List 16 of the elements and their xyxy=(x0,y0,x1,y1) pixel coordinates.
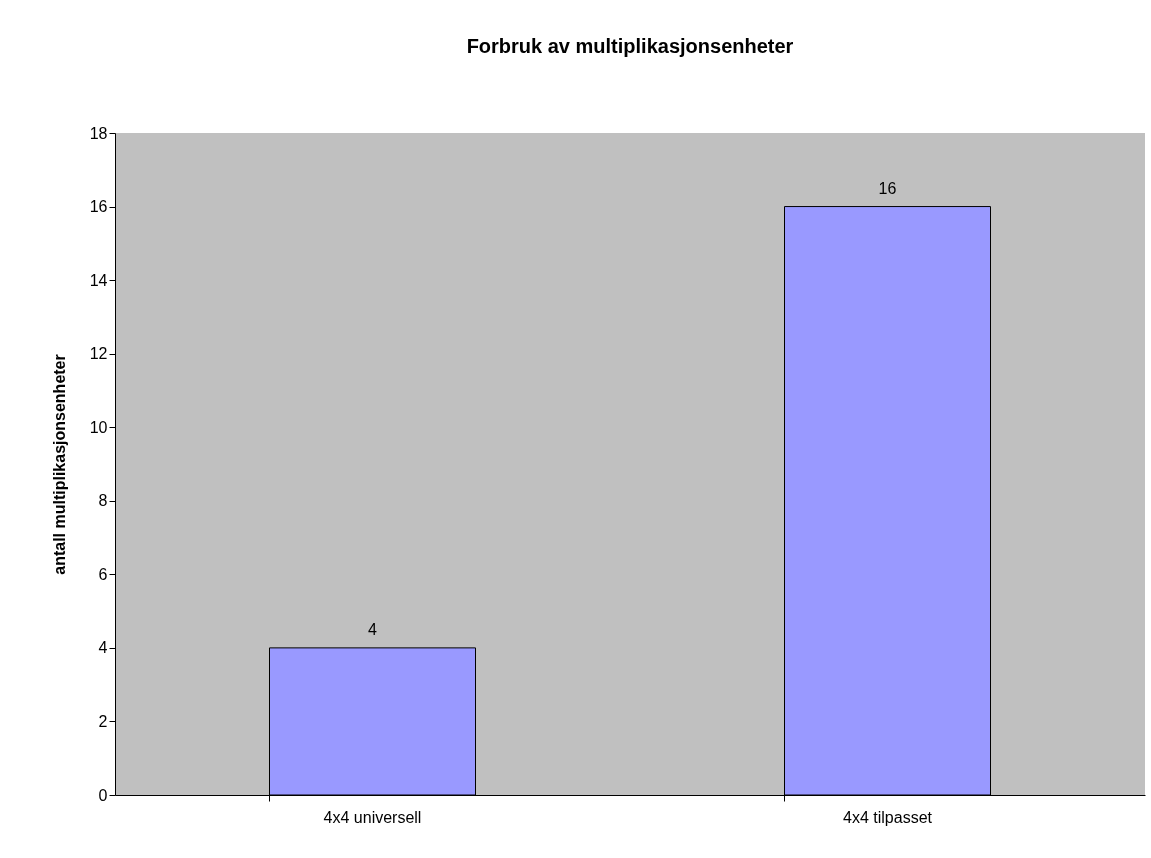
y-tick-label: 16 xyxy=(89,198,108,216)
y-tick-label: 2 xyxy=(98,712,108,730)
y-tick-label: 14 xyxy=(89,271,108,289)
y-tick-label: 0 xyxy=(98,786,108,804)
y-tick-label: 8 xyxy=(98,492,108,510)
y-tick-label: 18 xyxy=(89,124,108,142)
y-tick-label: 4 xyxy=(98,639,108,657)
data-label: 16 xyxy=(878,179,897,197)
y-axis-title: antall multiplikasjonsenheter xyxy=(50,354,68,575)
y-tick-label: 6 xyxy=(98,565,108,583)
x-tick-label: 4x4 tilpasset xyxy=(843,808,933,826)
y-tick-label: 10 xyxy=(89,418,108,436)
y-tick-label: 12 xyxy=(89,345,108,363)
chart-title: Forbruk av multiplikasjonsenheter xyxy=(466,35,794,57)
x-tick-label: 4x4 universell xyxy=(323,808,422,826)
data-label: 4 xyxy=(368,620,378,638)
